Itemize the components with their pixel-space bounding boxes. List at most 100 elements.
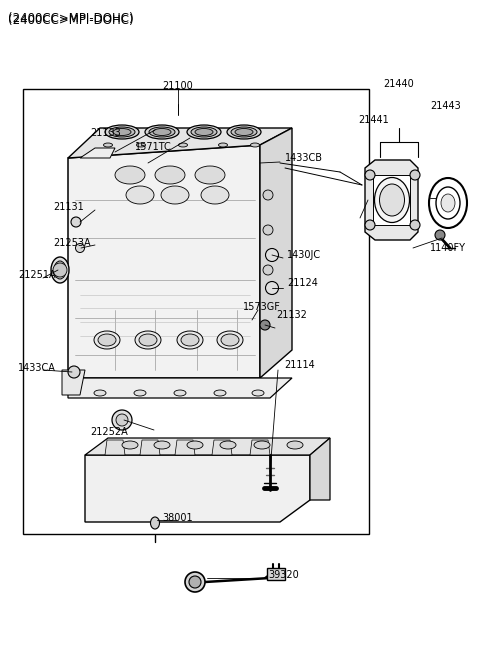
Ellipse shape [191,127,217,137]
Ellipse shape [161,186,189,204]
Ellipse shape [217,331,243,349]
Ellipse shape [227,125,261,139]
Circle shape [265,282,278,295]
Ellipse shape [122,441,138,449]
Polygon shape [310,438,330,500]
Ellipse shape [201,186,229,204]
Ellipse shape [441,194,455,212]
Ellipse shape [94,390,106,396]
Polygon shape [68,145,260,378]
Ellipse shape [145,125,179,139]
Circle shape [410,170,420,180]
Text: 1433CA: 1433CA [18,363,56,373]
Text: 21100: 21100 [163,81,193,91]
Text: 38001: 38001 [162,513,192,523]
Polygon shape [85,438,330,455]
Ellipse shape [155,166,185,184]
Ellipse shape [220,441,236,449]
Ellipse shape [221,334,239,346]
Polygon shape [212,440,232,455]
Ellipse shape [51,257,69,283]
Ellipse shape [195,128,213,136]
Circle shape [75,244,84,252]
Circle shape [71,217,81,227]
Bar [267,568,285,580]
Circle shape [435,230,445,240]
Ellipse shape [174,390,186,396]
Circle shape [263,190,273,200]
Ellipse shape [135,331,161,349]
Ellipse shape [126,186,154,204]
Circle shape [53,263,67,277]
Ellipse shape [235,128,253,136]
Text: 1433CB: 1433CB [285,153,323,163]
Polygon shape [250,440,270,455]
Ellipse shape [179,143,188,147]
Text: (2400CC>MPI-DOHC): (2400CC>MPI-DOHC) [8,12,133,25]
Ellipse shape [195,166,225,184]
Polygon shape [85,455,310,522]
Ellipse shape [136,143,145,147]
Circle shape [365,170,375,180]
Circle shape [116,414,128,426]
Polygon shape [140,440,160,455]
Ellipse shape [104,143,112,147]
Ellipse shape [252,390,264,396]
Ellipse shape [181,334,199,346]
Ellipse shape [374,178,409,223]
Text: 21124: 21124 [287,278,318,288]
Text: 21441: 21441 [358,115,389,125]
Text: 1571TC: 1571TC [135,142,172,152]
Ellipse shape [218,143,228,147]
Polygon shape [68,128,292,158]
Circle shape [263,225,273,235]
Circle shape [185,572,205,592]
Ellipse shape [231,127,257,137]
Ellipse shape [98,334,116,346]
Ellipse shape [54,261,66,279]
Ellipse shape [139,334,157,346]
Text: 1430JC: 1430JC [287,250,321,260]
Ellipse shape [429,178,467,228]
Text: 21253A: 21253A [53,238,91,248]
Polygon shape [373,175,410,225]
Text: 21114: 21114 [284,360,315,370]
Polygon shape [365,160,418,240]
Ellipse shape [214,390,226,396]
Polygon shape [80,148,115,158]
Ellipse shape [105,125,139,139]
Circle shape [112,410,132,430]
Ellipse shape [154,441,170,449]
Circle shape [68,366,80,378]
Circle shape [189,576,201,588]
Ellipse shape [380,184,405,216]
Text: 21251A: 21251A [18,270,56,280]
Text: 21132: 21132 [276,310,307,320]
Ellipse shape [187,125,221,139]
Ellipse shape [251,143,260,147]
Text: 1140FY: 1140FY [430,243,466,253]
Ellipse shape [113,128,131,136]
Circle shape [410,220,420,230]
Text: 21440: 21440 [384,79,414,89]
Polygon shape [105,440,125,455]
Ellipse shape [187,441,203,449]
Polygon shape [68,378,292,398]
Text: 21133: 21133 [90,128,121,138]
Text: (2400CC>MPI-DOHC): (2400CC>MPI-DOHC) [8,14,133,27]
Ellipse shape [149,127,175,137]
Polygon shape [62,370,85,395]
Text: 39320: 39320 [268,570,299,580]
Ellipse shape [177,331,203,349]
Text: 21131: 21131 [53,202,84,212]
Ellipse shape [134,390,146,396]
Circle shape [260,320,270,330]
Polygon shape [260,128,292,378]
Text: 21443: 21443 [430,101,461,111]
Ellipse shape [254,441,270,449]
Circle shape [265,248,278,261]
Ellipse shape [94,331,120,349]
Bar [23,89,369,534]
Text: 1573GF: 1573GF [243,302,281,312]
Circle shape [263,265,273,275]
